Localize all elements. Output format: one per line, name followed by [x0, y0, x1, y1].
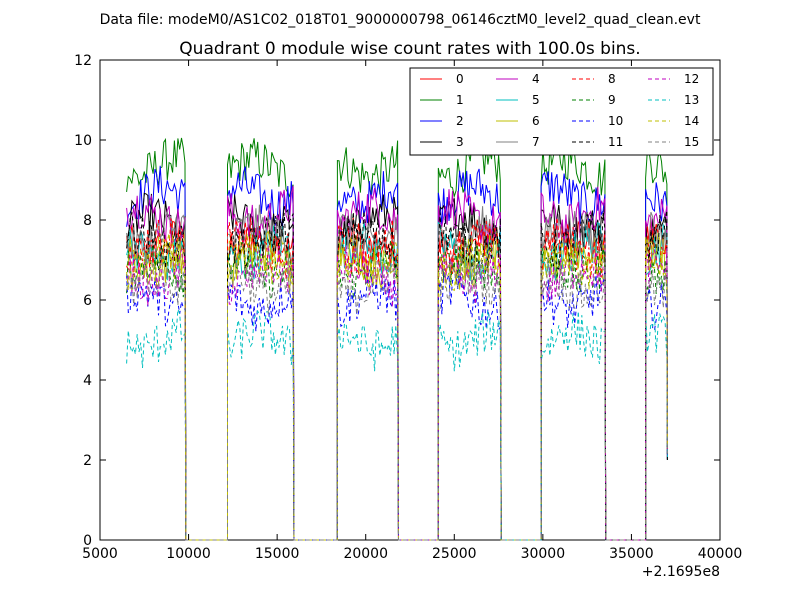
legend-label-12: 12: [684, 72, 699, 86]
y-tick-label: 4: [83, 373, 92, 389]
legend-label-13: 13: [684, 93, 699, 107]
x-tick-label: 20000: [343, 546, 388, 562]
x-tick-label: 30000: [521, 546, 566, 562]
series-line-13: [126, 309, 668, 541]
axes-layer: 5000 10000 15000 20000 25000 30000 35000 40000 0…: [74, 53, 742, 562]
legend-label-0: 0: [456, 72, 464, 86]
x-tick-label: 25000: [432, 546, 477, 562]
y-tick-label: 0: [83, 533, 92, 549]
series-layer: [126, 137, 668, 541]
chart-title: Quadrant 0 module wise count rates with …: [179, 39, 640, 59]
legend-label-14: 14: [684, 114, 699, 128]
x-tick-label: 35000: [609, 546, 654, 562]
x-tick-label: 15000: [255, 546, 300, 562]
legend-label-2: 2: [456, 114, 464, 128]
x-tick-label: 5000: [82, 546, 118, 562]
legend-label-8: 8: [608, 72, 616, 86]
x-tick-label: 10000: [166, 546, 211, 562]
legend-label-1: 1: [456, 93, 464, 107]
y-tick-label: 2: [83, 453, 92, 469]
x-axis-offset-label: +2.1695e8: [642, 564, 720, 580]
series-line-15: [126, 255, 668, 541]
y-tick-label: 12: [74, 53, 92, 69]
legend-label-5: 5: [532, 93, 540, 107]
x-tick-label: 40000: [698, 546, 743, 562]
series-line-10: [126, 269, 668, 541]
legend-label-4: 4: [532, 72, 540, 86]
legend-label-9: 9: [608, 93, 616, 107]
legend-label-3: 3: [456, 135, 464, 149]
series-line-11: [126, 210, 668, 541]
legend-label-6: 6: [532, 114, 540, 128]
legend-label-15: 15: [684, 135, 699, 149]
chart-supertitle: Data file: modeM0/AS1C02_018T01_90000007…: [100, 12, 701, 28]
legend-label-7: 7: [532, 135, 540, 149]
legend-label-10: 10: [608, 114, 623, 128]
y-tick-label: 6: [83, 293, 92, 309]
series-line-14: [126, 233, 668, 541]
y-tick-label: 10: [74, 133, 92, 149]
legend-label-11: 11: [608, 135, 623, 149]
y-tick-label: 8: [83, 213, 92, 229]
legend-box: [409, 67, 714, 156]
series-line-9: [126, 237, 668, 541]
